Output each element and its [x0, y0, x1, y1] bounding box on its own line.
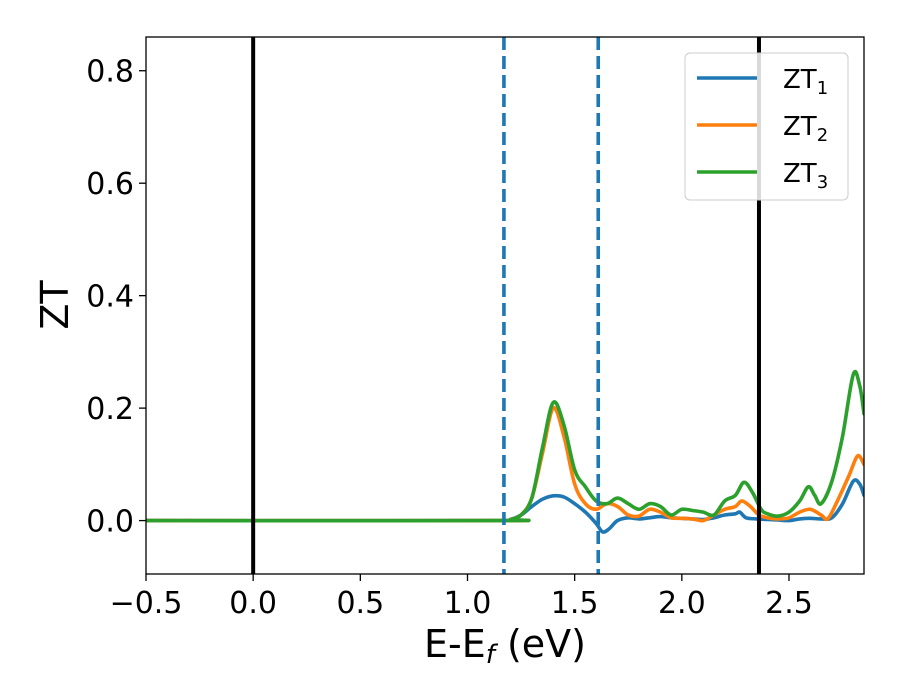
y-tick-label: 0.8 [86, 55, 134, 90]
legend-label-zt2: ZT2 [783, 112, 828, 146]
y-tick-label: 0.4 [86, 280, 134, 315]
y-tick-label: 0.2 [86, 392, 134, 427]
x-tick-label: 1.0 [444, 586, 492, 621]
x-tick-label: 2.5 [765, 586, 813, 621]
legend-box [684, 52, 849, 201]
series-line-zt3 [146, 369, 864, 523]
x-tick-label: 1.5 [551, 586, 599, 621]
legend: ZT1 ZT2 ZT3 [684, 52, 849, 201]
legend-label-zt1: ZT1 [783, 65, 828, 99]
x-axis-label-main: E-E [424, 622, 486, 666]
x-tick-label: 0.0 [229, 586, 277, 621]
x-tick-label: 2.0 [658, 586, 706, 621]
axis-ticks: −0.5 0.0 0.5 1.0 1.5 2.0 2.5 0.0 0.2 0.4 0.6 0.8 [86, 55, 813, 621]
y-axis-label: ZT [33, 280, 77, 330]
x-tick-label: 0.5 [336, 586, 384, 621]
y-tick-label: 0.0 [86, 505, 134, 540]
x-axis-label: E-Ef (eV) [424, 622, 586, 670]
legend-label-zt3: ZT3 [783, 159, 828, 193]
y-tick-label: 0.6 [86, 167, 134, 202]
plot-frame [145, 36, 865, 575]
x-tick-label: −0.5 [110, 586, 183, 621]
x-axis-label-unit: (eV) [495, 622, 586, 666]
